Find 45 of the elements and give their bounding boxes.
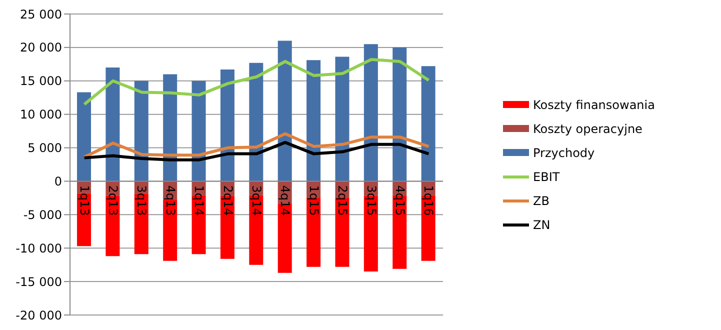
bar — [306, 60, 321, 182]
bar — [335, 56, 350, 182]
bar — [134, 80, 148, 182]
legend-label: ZN — [533, 218, 550, 232]
x-tick-label: 2q15 — [336, 185, 350, 216]
y-tick-label: -20 000 — [16, 308, 62, 322]
bar — [421, 66, 436, 182]
bar — [392, 47, 407, 182]
x-tick-label: 3q13 — [134, 185, 149, 216]
legend-label: Koszty finansowania — [533, 98, 655, 112]
legend-label: EBIT — [533, 170, 560, 184]
bar — [249, 62, 264, 182]
bar — [220, 70, 234, 182]
line-series — [82, 132, 430, 159]
x-tick-label: 2q14 — [220, 185, 235, 216]
x-tick-label: 4q14 — [278, 185, 292, 216]
legend-label: ZB — [533, 194, 550, 208]
x-tick-label: 4q15 — [392, 185, 407, 216]
x-tick-label: 3q15 — [364, 185, 378, 216]
y-tick-label: 0 — [54, 174, 62, 188]
x-tick-label: 1q13 — [77, 185, 92, 216]
bar — [163, 74, 178, 182]
y-tick-label: -10 000 — [16, 241, 62, 256]
y-tick-label: 25 000 — [20, 7, 62, 22]
y-tick-label: 5 000 — [28, 141, 62, 156]
x-tick-label: 2q13 — [106, 185, 120, 216]
x-tick-label: 1q15 — [306, 185, 321, 216]
line-series — [82, 58, 430, 106]
line-series — [82, 140, 430, 162]
bar — [77, 92, 91, 182]
x-tick-label: 1q16 — [422, 185, 436, 216]
y-tick-label: -5 000 — [23, 208, 62, 222]
x-tick-label: 4q13 — [163, 185, 178, 216]
x-tick-label: 3q14 — [250, 185, 264, 216]
y-tick-label: -15 000 — [16, 274, 62, 289]
y-tick-label: 20 000 — [20, 40, 62, 55]
bar — [278, 40, 292, 182]
y-tick-label: 15 000 — [20, 74, 62, 88]
bar — [364, 44, 378, 182]
x-tick-label: 1q14 — [192, 185, 206, 216]
bar — [106, 68, 120, 182]
legend-label: Koszty operacyjne — [533, 122, 642, 136]
legend-label: Przychody — [533, 146, 595, 160]
bar — [192, 80, 206, 182]
y-tick-label: 10 000 — [20, 108, 62, 122]
